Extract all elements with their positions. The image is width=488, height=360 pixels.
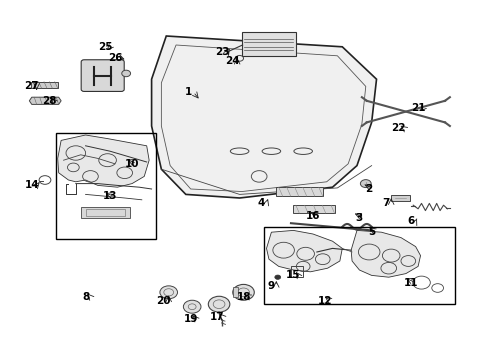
Text: 8: 8 xyxy=(82,292,89,302)
Text: 10: 10 xyxy=(124,159,139,169)
Text: 1: 1 xyxy=(184,87,191,97)
Bar xyxy=(390,195,409,201)
Bar xyxy=(276,187,322,196)
Text: 28: 28 xyxy=(41,96,56,106)
Text: 15: 15 xyxy=(285,270,300,280)
Text: 13: 13 xyxy=(102,191,117,201)
Polygon shape xyxy=(29,97,61,104)
Text: 14: 14 xyxy=(24,180,39,190)
Bar xyxy=(264,227,454,304)
Circle shape xyxy=(232,284,254,300)
Text: 24: 24 xyxy=(224,56,239,66)
Text: 20: 20 xyxy=(156,296,171,306)
Polygon shape xyxy=(151,36,376,198)
Text: 19: 19 xyxy=(183,314,198,324)
Circle shape xyxy=(274,275,280,279)
Text: 27: 27 xyxy=(24,81,39,91)
Circle shape xyxy=(360,180,370,188)
Circle shape xyxy=(122,70,130,77)
Text: 11: 11 xyxy=(403,278,417,288)
Circle shape xyxy=(160,286,177,299)
Text: 25: 25 xyxy=(98,42,112,52)
Text: 12: 12 xyxy=(317,296,332,306)
Text: 16: 16 xyxy=(305,211,320,221)
Text: 6: 6 xyxy=(407,216,413,226)
Text: 7: 7 xyxy=(382,198,389,208)
Text: 5: 5 xyxy=(367,227,374,237)
Polygon shape xyxy=(350,230,420,277)
Text: 3: 3 xyxy=(355,213,362,223)
FancyBboxPatch shape xyxy=(81,60,124,91)
Bar xyxy=(290,266,303,277)
Bar xyxy=(232,287,237,297)
Text: 22: 22 xyxy=(390,123,405,133)
Circle shape xyxy=(208,296,229,312)
Bar xyxy=(31,82,58,88)
Text: 26: 26 xyxy=(107,53,122,63)
Bar xyxy=(56,133,156,239)
Text: 17: 17 xyxy=(210,312,224,322)
Bar xyxy=(85,209,124,216)
Text: 18: 18 xyxy=(237,292,251,302)
Polygon shape xyxy=(266,230,342,272)
Polygon shape xyxy=(58,135,149,187)
Bar xyxy=(242,32,295,56)
Circle shape xyxy=(183,300,201,313)
Bar xyxy=(293,205,334,213)
Text: 21: 21 xyxy=(410,103,425,113)
Text: 4: 4 xyxy=(257,198,265,208)
Bar xyxy=(81,207,129,218)
Text: 2: 2 xyxy=(365,184,372,194)
Text: 23: 23 xyxy=(215,47,229,57)
Text: 9: 9 xyxy=(267,281,274,291)
